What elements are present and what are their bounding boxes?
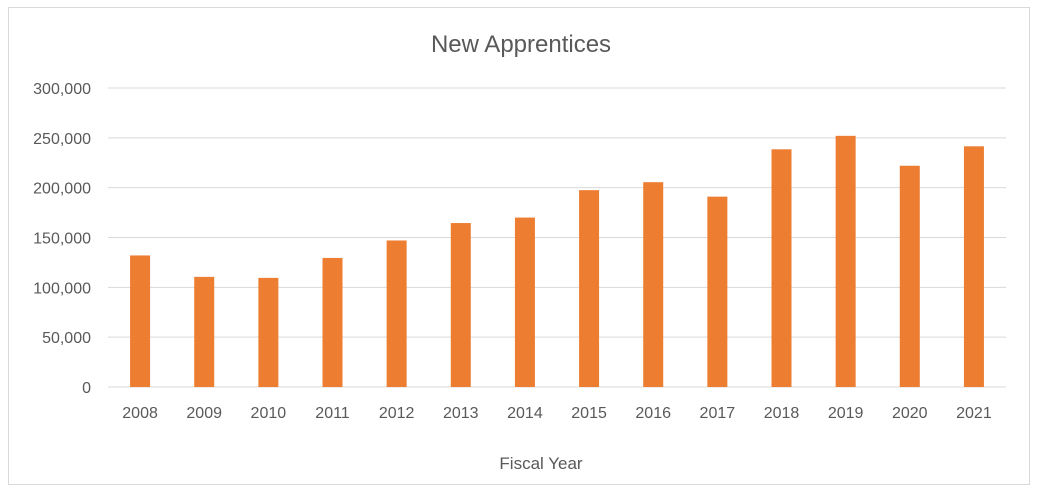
- x-tick-label: 2018: [764, 405, 800, 422]
- gridlines: [108, 87, 1006, 388]
- bar-2018: [771, 149, 792, 387]
- bar-2014: [514, 217, 535, 387]
- x-tick-label: 2008: [122, 405, 158, 422]
- y-tick-label: 100,000: [33, 280, 91, 297]
- chart-title: New Apprentices: [431, 31, 611, 58]
- y-tick-label: 300,000: [33, 81, 91, 98]
- bar-2015: [579, 190, 600, 387]
- y-tick-label: 250,000: [33, 131, 91, 148]
- bar-2013: [450, 223, 471, 387]
- x-tick-label: 2015: [571, 405, 607, 422]
- x-tick-label: 2019: [828, 405, 864, 422]
- bar-2008: [130, 255, 151, 387]
- x-tick-label: 2010: [251, 405, 287, 422]
- y-axis-ticks: 0 50,000 100,000 150,000 200,000 250,000 300,0…: [33, 81, 91, 397]
- bar-2009: [194, 276, 215, 387]
- x-tick-label: 2016: [635, 405, 671, 422]
- x-tick-label: 2014: [507, 405, 543, 422]
- bar-2019: [835, 135, 856, 387]
- x-tick-label: 2012: [379, 405, 415, 422]
- x-tick-label: 2009: [186, 405, 222, 422]
- bar-2012: [386, 240, 407, 387]
- x-axis-ticks: 2008 2009 2010 2011 2012 2013 2014 2015 2016 2017…: [122, 405, 992, 422]
- x-tick-label: 2020: [892, 405, 928, 422]
- y-tick-label: 200,000: [33, 181, 91, 198]
- bar-2017: [707, 196, 728, 387]
- x-tick-label: 2021: [956, 405, 992, 422]
- x-tick-label: 2017: [700, 405, 736, 422]
- x-tick-label: 2011: [315, 405, 350, 422]
- y-tick-label: 150,000: [33, 231, 91, 248]
- x-tick-label: 2013: [443, 405, 479, 422]
- bar-2010: [258, 277, 279, 387]
- y-tick-label: 50,000: [42, 330, 91, 347]
- bar-2021: [963, 146, 984, 387]
- bar-2016: [643, 182, 664, 387]
- bar-2020: [899, 165, 920, 387]
- bars: [130, 135, 984, 387]
- y-tick-label: 0: [82, 380, 91, 397]
- bar-2011: [322, 257, 343, 387]
- x-axis-title: Fiscal Year: [499, 454, 582, 473]
